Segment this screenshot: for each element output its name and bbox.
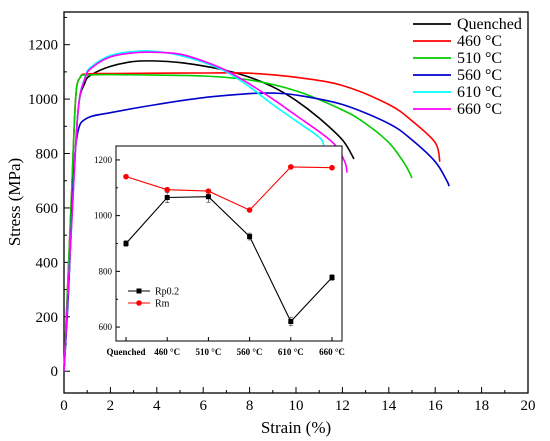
x-tick-label: 8 <box>246 398 254 414</box>
legend-label-4: 610 °C <box>457 84 502 101</box>
x-tick-label: 18 <box>474 398 489 414</box>
x-tick-label: 14 <box>381 398 397 414</box>
inset-legend: Rp0.2Rm <box>128 287 179 310</box>
inset-y-tick-label: 1200 <box>94 155 113 165</box>
legend-label-0: Quenched <box>457 16 522 33</box>
legend-label-2: 510 °C <box>457 50 502 67</box>
inset-x-tick-label: 660 °C <box>319 347 345 357</box>
legend-label-3: 560 °C <box>457 67 502 84</box>
y-axis-title: Stress (MPa) <box>5 158 24 246</box>
inset-x-tick-label: 560 °C <box>237 347 263 357</box>
inset-x-tick-label: 610 °C <box>278 347 304 357</box>
inset-point-0-1 <box>164 195 170 201</box>
series-line-5 <box>63 51 348 372</box>
inset-point-0-2 <box>205 194 211 200</box>
inset-axis-tick-labels: Quenched 460 °C 510 °C 560 °C 610 °C 660 °C 60… <box>94 155 345 357</box>
y-tick-label: 400 <box>36 255 59 271</box>
inset-x-tick-label: 510 °C <box>195 347 221 357</box>
inset-legend-marker-1 <box>136 300 142 306</box>
inset-legend-marker-0 <box>136 288 142 294</box>
x-tick-label: 16 <box>428 398 444 414</box>
x-tick-label: 20 <box>521 398 536 414</box>
inset-series-lines <box>123 164 335 327</box>
main-series-lines <box>63 50 450 372</box>
x-axis-title: Strain (%) <box>261 418 331 437</box>
x-tick-label: 10 <box>289 398 304 414</box>
series-line-2 <box>63 73 413 372</box>
inset-point-0-0 <box>123 241 129 246</box>
inset-axis-ticks <box>116 159 333 341</box>
main-axis-ticks <box>63 16 529 393</box>
x-tick-label: 6 <box>199 398 207 414</box>
x-tick-label: 12 <box>335 398 350 414</box>
inset-y-tick-label: 800 <box>99 266 113 276</box>
inset-point-1-5 <box>329 164 335 171</box>
inset-point-1-4 <box>288 164 294 170</box>
inset-y-tick-label: 1000 <box>94 211 113 221</box>
inset-legend-label-1: Rm <box>155 299 170 310</box>
inset-point-1-0 <box>123 173 129 180</box>
inset-point-1-2 <box>205 188 212 194</box>
y-tick-label: 1000 <box>28 92 58 108</box>
y-tick-label: 800 <box>36 147 59 163</box>
x-tick-label: 4 <box>153 398 161 414</box>
inset-x-tick-label: 460 °C <box>154 347 180 357</box>
inset-legend-label-0: Rp0.2 <box>155 287 179 298</box>
x-tick-label: 2 <box>107 398 115 414</box>
inset-y-tick-label: 600 <box>99 322 113 332</box>
inset-x-tick-label: Quenched <box>106 347 145 357</box>
inset-plot-frame <box>115 145 343 342</box>
inset-point-1-1 <box>164 186 170 193</box>
legend-label-5: 660 °C <box>457 101 502 118</box>
legend-label-1: 460 °C <box>457 33 502 50</box>
inset-series-line-0 <box>125 196 333 323</box>
inset-point-0-4 <box>288 319 294 324</box>
inset-point-0-5 <box>329 274 335 280</box>
y-tick-label: 200 <box>36 310 59 326</box>
inset-series-line-1 <box>125 166 333 211</box>
y-tick-label: 1200 <box>28 38 58 54</box>
inset-point-1-3 <box>246 207 253 213</box>
inset-point-0-3 <box>247 234 253 240</box>
x-tick-label: 0 <box>60 398 68 414</box>
y-tick-label: 0 <box>51 364 59 380</box>
y-tick-label: 600 <box>36 201 59 217</box>
